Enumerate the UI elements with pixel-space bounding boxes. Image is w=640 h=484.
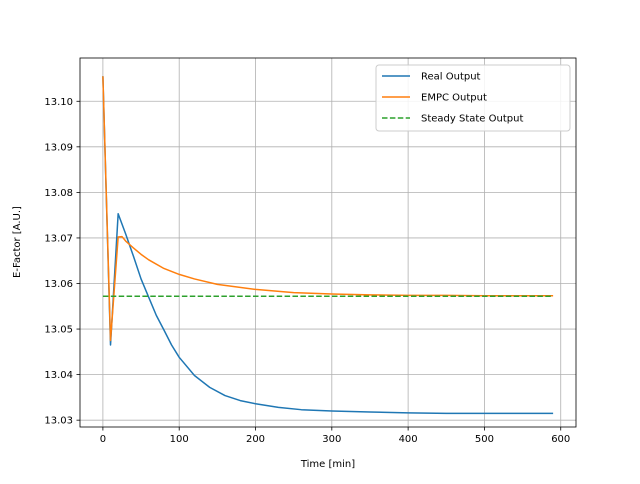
y-tick-label: 13.07 (44, 233, 73, 244)
legend: Real Output EMPC Output Steady State Outpu… (375, 64, 571, 132)
x-tick-label: 200 (246, 434, 265, 445)
x-tick-label: 600 (551, 434, 570, 445)
legend-label-1: Real Output (421, 72, 481, 83)
x-tick-label: 400 (399, 434, 418, 445)
y-axis-label: E-Factor [A.U.] (12, 206, 23, 278)
y-tick-label: 13.04 (44, 370, 73, 381)
y-tick-label: 13.06 (44, 279, 73, 290)
x-tick-label: 500 (475, 434, 494, 445)
y-tick-label: 13.03 (44, 416, 73, 427)
x-tick-label: 300 (322, 434, 341, 445)
series-layer (102, 76, 554, 415)
series-line-1 (102, 76, 554, 415)
legend-label-3: Steady State Output (421, 114, 523, 125)
x-axis: 0 100 200 300 400 500 600 (100, 427, 570, 445)
y-tick-label: 13.08 (44, 188, 73, 199)
x-axis-label: Time [min] (300, 459, 355, 470)
y-tick-label: 13.09 (44, 142, 73, 153)
legend-label-2: EMPC Output (421, 93, 487, 104)
grid (80, 58, 576, 427)
plot-frame (79, 57, 577, 428)
x-tick-label: 100 (170, 434, 189, 445)
series-line-2 (102, 76, 554, 342)
y-tick-label: 13.10 (44, 97, 73, 108)
y-axis: 13.03 13.04 13.05 13.06 13.07 13.08 13.09 13.10 (44, 97, 80, 427)
y-tick-label: 13.05 (44, 325, 73, 336)
x-tick-label: 0 (100, 434, 106, 445)
legend-box (375, 64, 571, 132)
